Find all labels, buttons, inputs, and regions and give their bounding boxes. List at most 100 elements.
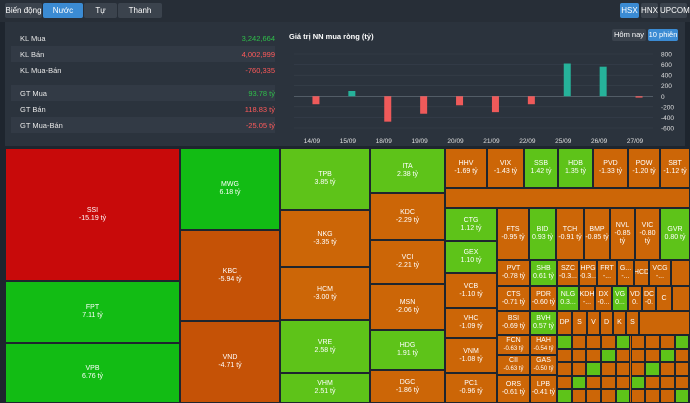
treemap-tile[interactable]: KBC -5.94 tỷ [180,230,280,321]
treemap-small-tile[interactable] [586,375,602,390]
treemap-tile[interactable]: MSN -2.06 tỷ [370,284,445,330]
treemap-tile[interactable]: VRE 2.58 tỷ [280,320,370,373]
treemap-tile[interactable]: KDH -... [579,286,595,311]
treemap-small-tile[interactable] [571,375,587,390]
treemap-tile[interactable]: TPB 3.85 tỷ [280,148,370,210]
treemap-small-tile[interactable] [586,362,602,376]
treemap-tile[interactable]: PDR -0.60 tỷ [530,286,557,311]
treemap-small-tile[interactable] [615,348,631,363]
treemap-tile[interactable]: ORS -0.61 tỷ [497,375,530,403]
treemap-tile[interactable]: HCD [634,260,649,286]
treemap-small-tile[interactable] [601,375,616,390]
treemap-small-tile[interactable] [601,389,616,403]
treemap-tile[interactable]: FCN -0.63 tỷ [497,335,530,355]
treemap-small-tile[interactable] [615,335,631,349]
treemap-small-tile[interactable] [659,389,675,403]
treemap-tile[interactable]: SSB 1.42 tỷ [524,148,558,188]
treemap-small-tile[interactable] [659,348,675,363]
treemap-small-tile[interactable] [571,389,587,403]
treemap-small-tile[interactable] [557,348,572,363]
treemap-small-tile[interactable] [571,335,587,349]
treemap-tile[interactable]: ITA 2.38 tỷ [370,148,445,193]
treemap-tile[interactable]: FTS -0.95 tỷ [497,208,529,260]
treemap-tile[interactable]: POW -1.20 tỷ [628,148,660,188]
treemap-tile[interactable]: PC1 -0.96 tỷ [445,373,497,403]
treemap-tile[interactable]: FRT -... [597,260,617,286]
treemap-tile[interactable]: FPT 7.11 tỷ [5,281,180,343]
treemap-tile[interactable]: VCI -2.21 tỷ [370,240,445,284]
treemap-tile[interactable]: S [572,311,587,335]
treemap-tile[interactable]: HHV -1.69 tỷ [445,148,487,188]
treemap-small-tile[interactable] [630,389,646,403]
treemap-small-tile[interactable] [645,335,660,349]
tab-tu-doanh[interactable]: Tự doanh [84,3,117,30]
tab-thanh-khoan[interactable]: Thanh khoản [118,3,162,30]
treemap-tile[interactable]: HDG 1.91 tỷ [370,330,445,370]
treemap-small-tile[interactable] [645,375,660,390]
treemap-tile[interactable]: VCB -1.10 tỷ [445,273,497,308]
treemap-small-tile[interactable] [645,348,660,363]
treemap-tile[interactable]: GEX 1.10 tỷ [445,241,497,273]
treemap-small-tile[interactable] [601,348,616,363]
treemap-tile[interactable]: GVR 0.80 tỷ [660,208,690,260]
treemap-small-tile[interactable] [571,348,587,363]
treemap-tile[interactable]: NLG 0.3... [557,286,579,311]
treemap-small-tile[interactable] [630,335,646,349]
treemap-small-tile[interactable] [630,348,646,363]
treemap-tile[interactable]: CTG 1.12 tỷ [445,208,497,241]
treemap-small-tile[interactable] [557,362,572,376]
treemap-tile[interactable]: HDB 1.35 tỷ [558,148,593,188]
treemap-small-tile[interactable] [674,362,690,376]
treemap-small-tile[interactable] [674,335,690,349]
treemap-small-tile[interactable] [630,362,646,376]
treemap-small-tile[interactable] [659,335,675,349]
treemap-tile[interactable]: DX -0... [595,286,612,311]
treemap-small-tile[interactable] [586,348,602,363]
treemap-tile[interactable]: SHB 0.61 tỷ [530,260,557,286]
treemap-tile[interactable]: HPG -0.3... [579,260,597,286]
treemap-tile[interactable]: D [600,311,613,335]
treemap-tile[interactable]: G... -... [617,260,634,286]
period-10-sessions-button[interactable]: 10 phiên [648,29,678,41]
treemap-tile[interactable]: DGC -1.86 tỷ [370,370,445,403]
treemap-small-tile[interactable] [659,362,675,376]
treemap-tile[interactable]: KDC -2.29 tỷ [370,193,445,240]
treemap-tile[interactable]: BMP -0.85 tỷ [584,208,610,260]
treemap-tile[interactable]: VPB 6.76 tỷ [5,343,180,403]
treemap-tile[interactable]: K [613,311,626,335]
treemap-tile[interactable]: VNM -1.08 tỷ [445,338,497,373]
treemap-small-tile[interactable] [674,389,690,403]
treemap-small-tile[interactable] [615,389,631,403]
treemap-tile[interactable]: HAH -0.54 tỷ [530,335,557,355]
treemap-tile[interactable]: SZC -0.3... [557,260,579,286]
treemap-tile[interactable]: MWG 6.18 tỷ [180,148,280,230]
tab-nuoc-ngoai[interactable]: Nước ngoài [43,3,83,30]
treemap-tile[interactable]: BVH 0.57 tỷ [530,311,557,335]
treemap-tile[interactable]: VIX -1.43 tỷ [487,148,524,188]
treemap-tile[interactable]: PVT -0.78 tỷ [497,260,530,286]
treemap-tile[interactable]: CTS -0.71 tỷ [497,286,530,311]
treemap-tile[interactable]: DC -0. [642,286,656,311]
treemap-tile[interactable]: BSI -0.69 tỷ [497,311,530,335]
treemap-small-tile[interactable] [615,375,631,390]
treemap-tile[interactable]: V [587,311,600,335]
treemap-tile[interactable]: VD 0. [628,286,642,311]
treemap-small-tile[interactable] [645,389,660,403]
treemap-small-tile[interactable] [674,348,690,363]
treemap-tile[interactable]: C [656,286,672,311]
treemap-tile[interactable]: HCM -3.00 tỷ [280,267,370,320]
treemap-small-tile[interactable] [615,362,631,376]
treemap-tile[interactable]: SSI -15.19 tỷ [5,148,180,281]
treemap-small-tile[interactable] [601,362,616,376]
treemap-tile[interactable]: GAS -0.50 tỷ [530,355,557,375]
exchange-hsx-button[interactable]: HSX [620,3,639,18]
treemap-tile[interactable]: NKG -3.35 tỷ [280,210,370,267]
treemap-tile[interactable]: VG 0... [612,286,628,311]
exchange-upcom-button[interactable]: UPCOM [660,3,690,18]
treemap-tile[interactable]: BID 0.93 tỷ [529,208,556,260]
period-today-button[interactable]: Hôm nay [612,29,646,41]
treemap-tile[interactable]: VIC -0.80 tỷ [635,208,660,260]
treemap-tile[interactable]: VND -4.71 tỷ [180,321,280,403]
treemap-tile[interactable]: SBT -1.12 tỷ [660,148,690,188]
treemap-tile[interactable]: CII -0.63 tỷ [497,355,530,375]
